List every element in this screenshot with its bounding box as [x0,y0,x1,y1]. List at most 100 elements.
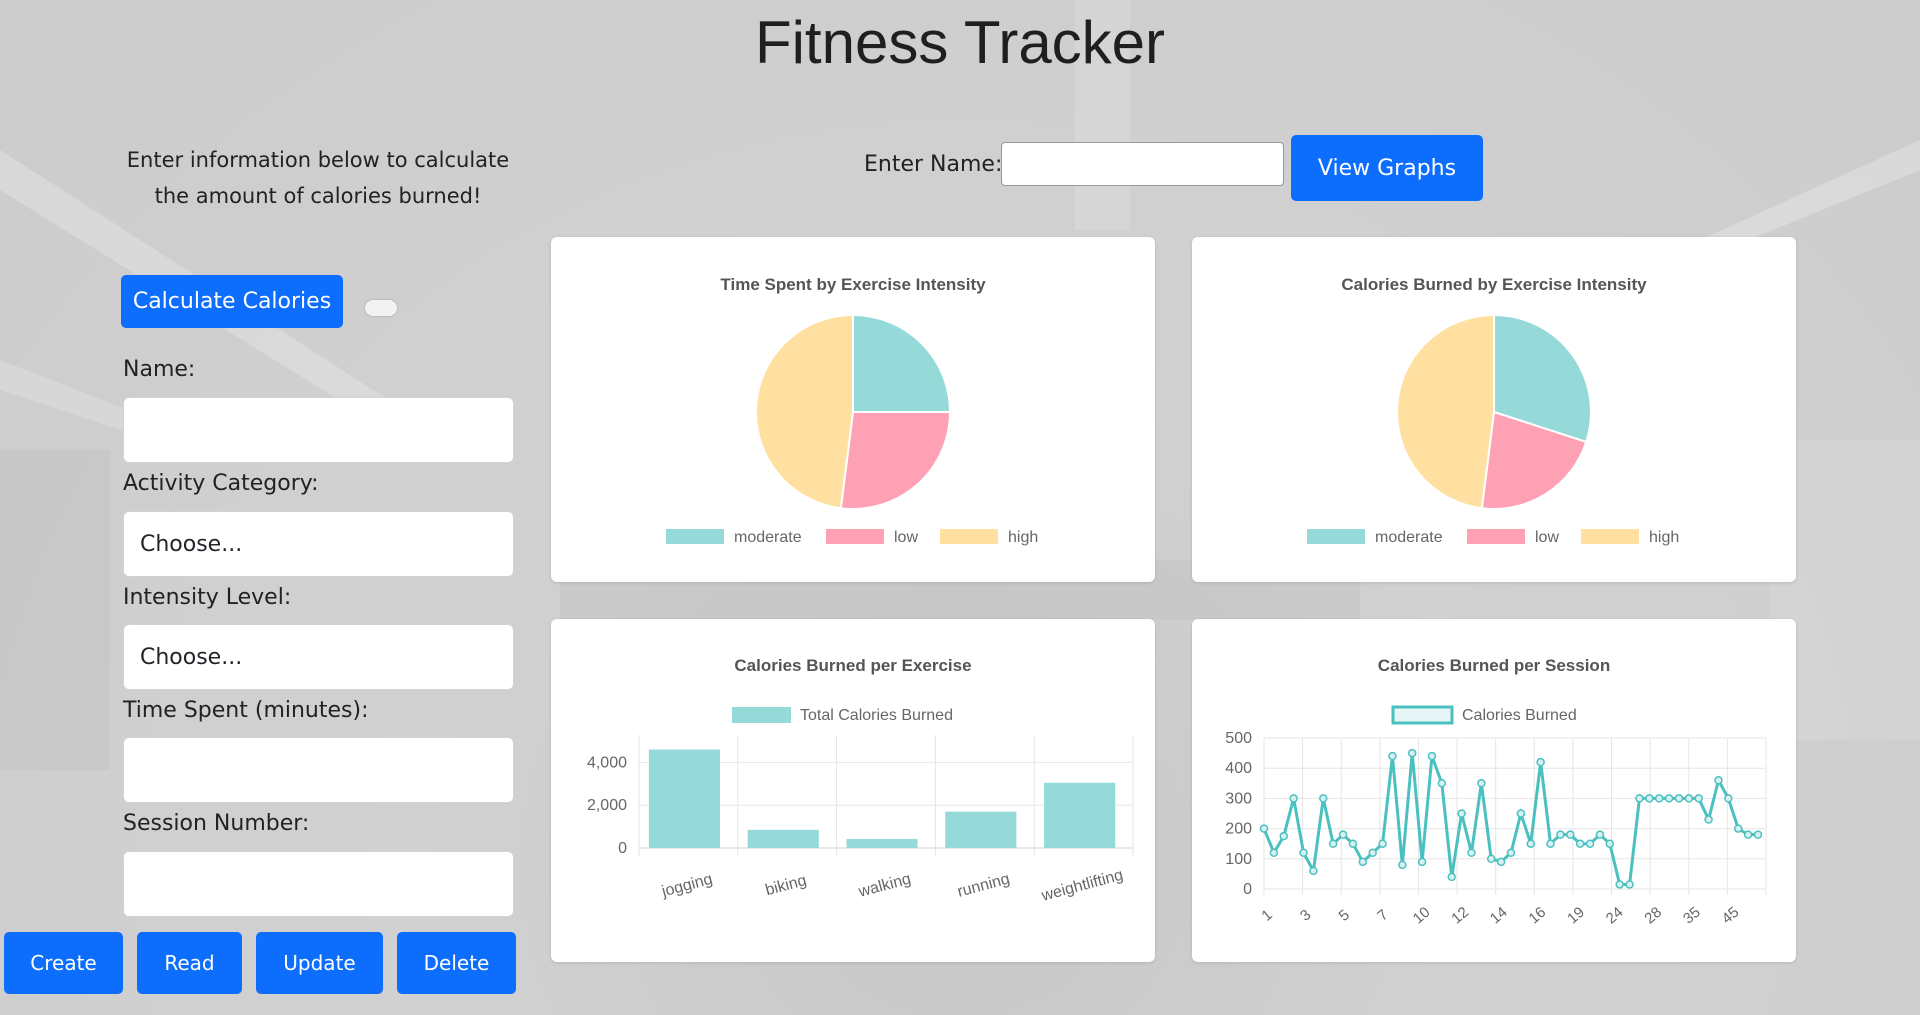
y-tick-label: 500 [1225,730,1252,747]
chart-title: Time Spent by Exercise Intensity [720,275,986,294]
x-tick-label: 10 [1410,904,1434,928]
data-point [1289,794,1298,803]
data-point [1477,779,1486,788]
legend-label: Total Calories Burned [800,707,953,724]
calculate-calories-button[interactable]: Calculate Calories [121,275,343,328]
data-point [1694,794,1703,803]
view-graphs-button[interactable]: View Graphs [1291,135,1483,201]
pie-slice-moderate [852,313,952,413]
data-point [1467,848,1476,858]
x-tick-label: 28 [1641,904,1665,928]
data-point [1585,839,1595,848]
activity-category-value: Choose... [140,531,243,557]
data-point [1328,839,1338,848]
data-point [1615,880,1624,889]
data-point [1427,751,1437,761]
legend-swatch-low [826,529,884,544]
x-tick-label: 12 [1448,904,1472,928]
time-spent-input[interactable] [123,737,514,803]
y-tick-label: 0 [618,840,627,857]
legend-label-moderate: moderate [1375,529,1443,546]
time-spent-label: Time Spent (minutes): [123,698,369,723]
legend-label-moderate: moderate [734,529,802,546]
y-tick-label: 300 [1225,790,1252,807]
x-tick-label: 1 [1258,906,1275,924]
data-point [1407,748,1417,758]
data-point [1704,815,1713,824]
data-point [1724,794,1733,803]
series-line [1262,752,1758,886]
data-point [1635,794,1644,803]
y-tick-label: 0 [1243,881,1252,898]
calories-toggle[interactable] [365,300,397,316]
data-point [1516,809,1526,818]
data-point [1645,794,1654,803]
data-point [1536,757,1545,767]
x-tick-label: 35 [1680,904,1704,928]
y-tick-label: 200 [1225,821,1252,838]
legend-swatch-high [1581,529,1639,544]
delete-button[interactable]: Delete [397,932,516,994]
y-tick-label: 2,000 [587,797,627,814]
legend-swatch-moderate [666,529,724,544]
name-input[interactable] [123,397,514,463]
enter-name-label: Enter Name: [864,152,1003,177]
x-tick-label: 5 [1336,906,1353,924]
update-button[interactable]: Update [256,932,383,994]
create-button[interactable]: Create [4,932,123,994]
data-point [1457,809,1466,818]
x-tick-label: 14 [1487,904,1511,928]
enter-name-input[interactable] [1001,142,1284,186]
data-point [1684,794,1694,803]
data-point [1299,848,1308,858]
data-point [1566,830,1575,839]
name-label: Name: [123,357,196,382]
intro-text: Enter information below to calculate the… [118,142,518,214]
legend-label-low: low [894,529,918,546]
data-point [1338,830,1348,839]
x-tick-label: weightlifting [1039,867,1125,905]
bar-running [945,811,1017,848]
legend-label: Calories Burned [1462,707,1577,724]
intensity-level-select[interactable]: Choose... [123,624,514,690]
data-point [1605,839,1615,848]
data-point [1437,779,1447,788]
data-point [1496,857,1506,867]
data-point [1625,880,1634,889]
data-point [1388,751,1397,761]
data-point [1279,831,1289,841]
bar-weightlifting [1044,782,1116,848]
bar-jogging [648,749,721,848]
legend-swatch [1391,705,1454,725]
x-tick-label: walking [856,871,913,901]
data-point [1595,830,1605,839]
pie-slice-low [1480,410,1588,510]
legend-label-high: high [1008,529,1038,546]
legend-swatch-low [1467,529,1525,544]
session-number-label: Session Number: [123,811,310,836]
x-tick-label: 16 [1526,904,1550,928]
x-tick-label: 45 [1719,904,1743,928]
calories-per-exercise-bar-chart: Calories Burned per Exercise Total Calor… [587,656,1134,905]
data-point [1368,848,1377,858]
x-tick-label: 24 [1603,904,1627,928]
chart-title: Calories Burned per Session [1378,656,1610,675]
data-point [1358,857,1368,867]
data-point [1556,830,1565,839]
session-number-input[interactable] [123,851,514,917]
intensity-level-value: Choose... [140,644,243,670]
chart-title: Calories Burned by Exercise Intensity [1341,275,1647,294]
data-point [1486,854,1496,864]
legend-swatch [732,707,791,723]
calories-intensity-pie-chart: Calories Burned by Exercise Intensity mo… [1307,275,1679,546]
intensity-level-label: Intensity Level: [123,585,292,610]
data-point [1506,848,1516,858]
pie-slice-high [1396,313,1495,510]
data-point [1269,848,1279,858]
read-button[interactable]: Read [137,932,242,994]
calories-intensity-card: Calories Burned by Exercise Intensity mo… [1192,237,1796,582]
legend-label-low: low [1535,529,1559,546]
activity-category-select[interactable]: Choose... [123,511,514,577]
y-tick-label: 100 [1225,851,1252,868]
time-intensity-pie-chart: Time Spent by Exercise Intensity moderat… [666,275,1038,546]
